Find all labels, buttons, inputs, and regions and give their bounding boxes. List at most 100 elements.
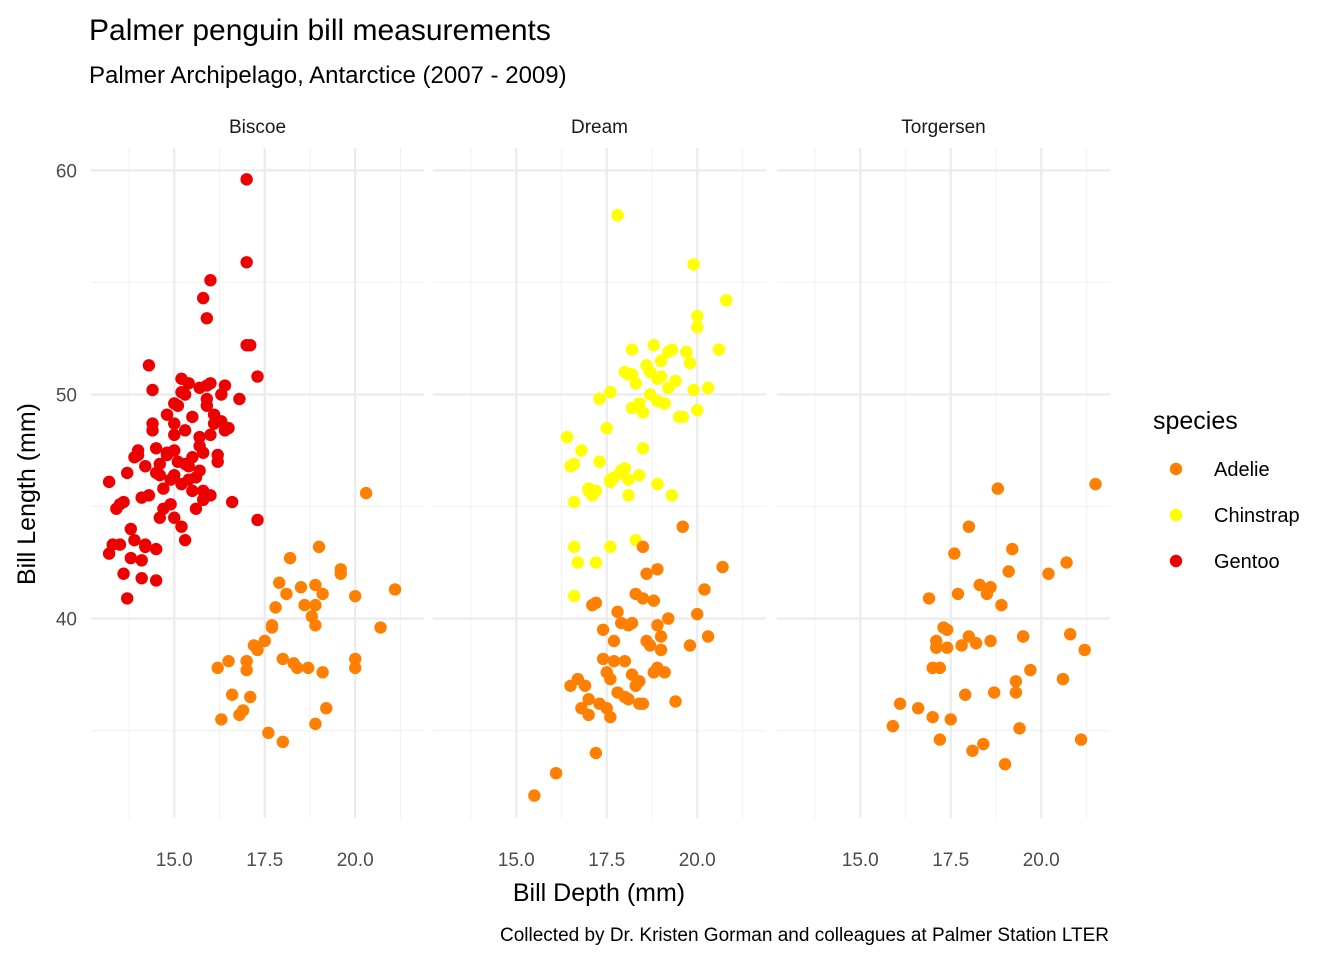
data-point — [276, 735, 290, 749]
data-point — [662, 612, 675, 625]
x-tick-label: 15.0 — [156, 850, 193, 871]
data-point — [244, 690, 257, 704]
data-point — [160, 448, 174, 462]
x-tick-label: 17.5 — [932, 850, 969, 871]
data-point — [959, 688, 972, 701]
data-point — [215, 713, 228, 726]
data-point — [182, 377, 195, 390]
data-point — [691, 607, 704, 621]
data-point — [567, 589, 581, 603]
x-tick-label: 20.0 — [337, 850, 374, 871]
data-point — [911, 702, 925, 715]
data-point — [157, 482, 170, 495]
chart-title: Palmer penguin bill measurements — [89, 14, 551, 47]
data-point — [153, 468, 166, 482]
legend-label-gentoo: Gentoo — [1214, 551, 1280, 573]
data-point — [244, 338, 257, 352]
y-axis-title: Bill Length (mm) — [13, 403, 41, 585]
data-point — [618, 654, 632, 668]
legend-key-adelie — [1169, 462, 1183, 476]
data-point — [604, 475, 617, 489]
data-point — [691, 321, 704, 334]
data-point — [204, 428, 217, 442]
data-point — [153, 511, 166, 524]
data-point — [1013, 722, 1026, 735]
data-point — [309, 717, 322, 731]
data-point — [1060, 556, 1073, 569]
y-tick-label: 50 — [56, 385, 77, 406]
data-point — [298, 598, 311, 612]
legend: species Adelie Chinstrap Gentoo — [1153, 407, 1300, 573]
data-point — [117, 495, 130, 509]
chart-subtitle: Palmer Archipelago, Antarctice (2007 - 2… — [89, 62, 567, 89]
data-point — [149, 574, 163, 587]
data-point — [973, 578, 986, 592]
data-point — [120, 592, 134, 605]
data-point — [200, 392, 214, 406]
data-point — [683, 639, 697, 652]
data-point — [131, 444, 145, 457]
data-point — [225, 688, 239, 701]
data-point — [647, 594, 660, 607]
data-point — [622, 489, 635, 502]
data-point — [676, 520, 689, 533]
data-point — [309, 598, 322, 612]
data-point — [654, 354, 668, 368]
data-point — [651, 661, 664, 675]
data-point — [359, 486, 373, 500]
data-point — [1042, 567, 1055, 580]
data-point — [1089, 477, 1102, 491]
data-point — [142, 359, 156, 372]
data-point — [197, 291, 210, 305]
data-point — [593, 455, 606, 468]
data-point — [1024, 663, 1037, 677]
data-point — [712, 343, 726, 356]
data-point — [719, 294, 733, 307]
data-point — [962, 520, 976, 533]
data-point — [940, 641, 954, 654]
series-adelie — [211, 486, 402, 749]
data-point — [701, 381, 715, 394]
data-point — [951, 587, 965, 601]
data-point — [265, 619, 279, 632]
data-point — [948, 547, 961, 560]
data-point — [251, 370, 264, 383]
data-point — [240, 256, 253, 269]
data-point — [691, 403, 704, 417]
data-point — [687, 383, 700, 397]
legend-key-gentoo — [1169, 554, 1183, 568]
data-point — [596, 623, 610, 636]
data-point — [139, 459, 152, 473]
data-point — [651, 619, 664, 632]
data-point — [193, 464, 206, 477]
data-point — [567, 540, 581, 554]
data-point — [966, 744, 979, 757]
legend-label-adelie: Adelie — [1214, 459, 1270, 481]
data-point — [589, 596, 603, 610]
y-tick-label: 40 — [56, 610, 77, 631]
data-point — [680, 345, 693, 359]
data-point — [251, 513, 264, 527]
data-point — [654, 370, 668, 383]
data-point — [388, 583, 402, 596]
data-point — [922, 592, 936, 605]
data-point — [149, 542, 163, 556]
data-point — [240, 663, 253, 677]
data-point — [607, 654, 621, 668]
data-point — [175, 520, 188, 533]
data-point — [1056, 672, 1070, 686]
data-point — [262, 726, 275, 740]
data-point — [320, 702, 333, 715]
data-point — [178, 533, 192, 547]
data-point — [984, 580, 997, 594]
data-point — [1009, 675, 1023, 688]
data-point — [582, 708, 595, 722]
data-point — [593, 392, 606, 406]
data-point — [146, 383, 159, 397]
data-point — [374, 621, 387, 634]
data-point — [643, 639, 657, 652]
data-point — [182, 459, 195, 473]
data-point — [643, 365, 657, 379]
data-point — [651, 563, 664, 576]
